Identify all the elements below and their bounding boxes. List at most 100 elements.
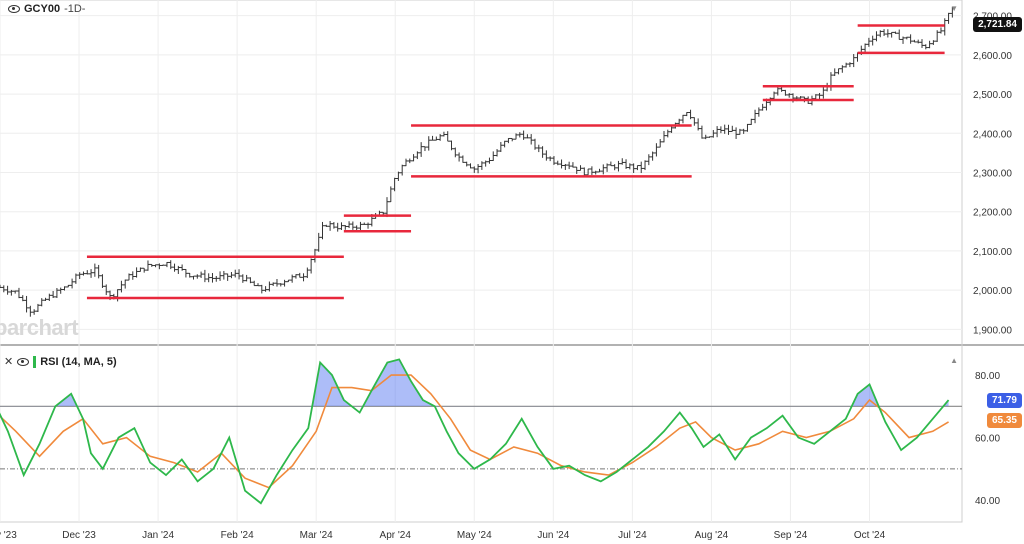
ohlc-bar (601, 164, 606, 175)
ohlc-bar (624, 159, 629, 169)
ohlc-bar (225, 273, 230, 281)
ohlc-bar (574, 166, 579, 174)
ohlc-bar (350, 221, 355, 230)
ohlc-bar (81, 271, 86, 276)
x-tick-label: Aug '24 (695, 530, 729, 541)
ohlc-bar (218, 271, 223, 281)
rsi-label: RSI (14, MA, 5) (40, 355, 117, 368)
pane-collapse-icon[interactable]: ▼ (950, 4, 958, 13)
ohlc-bar (256, 283, 261, 287)
ohlc-bar (127, 273, 132, 281)
ohlc-bar (688, 109, 693, 120)
close-icon[interactable]: ✕ (4, 356, 14, 368)
ohlc-bar (684, 111, 689, 117)
ohlc-bar (161, 264, 166, 266)
ohlc-bar (415, 151, 420, 160)
ohlc-bar (362, 222, 367, 225)
ohlc-bar (407, 158, 412, 164)
ohlc-bar (817, 92, 822, 100)
ohlc-bar (756, 107, 761, 117)
eye-icon[interactable] (17, 357, 30, 366)
ohlc-bar (195, 274, 200, 279)
ohlc-bar (278, 283, 283, 287)
ohlc-bar (479, 161, 484, 170)
ohlc-bar (935, 30, 940, 43)
price-tick-label: 2,300.00 (973, 169, 1012, 180)
rsi-ma-last-tag: 65.35 (986, 413, 1022, 428)
rsi-line (0, 358, 950, 505)
price-tick-label: 2,500.00 (973, 90, 1012, 101)
ohlc-bar (920, 39, 925, 48)
ohlc-bar (187, 272, 192, 278)
ohlc-bar (13, 290, 18, 294)
x-tick-label: Oct '24 (854, 530, 886, 541)
ohlc-bar (244, 274, 249, 282)
ohlc-bar (548, 156, 553, 162)
symbol-label[interactable]: GCY00 (24, 3, 61, 15)
ohlc-bar (813, 94, 818, 100)
ohlc-bar (176, 265, 181, 274)
ohlc-bar (104, 284, 109, 296)
ohlc-bar (164, 261, 169, 268)
ohlc-bar (783, 89, 788, 96)
x-tick-label: Mar '24 (300, 530, 333, 541)
x-tick-label: Feb '24 (221, 530, 254, 541)
price-tick-label: 1,900.00 (973, 325, 1012, 336)
ohlc-bar (578, 165, 583, 171)
ohlc-bar (821, 86, 826, 99)
ohlc-bar (358, 221, 363, 231)
ohlc-bar (388, 186, 393, 203)
rsi-tick-label: 60.00 (975, 434, 1000, 445)
interval-label: -1D- (64, 3, 86, 15)
ohlc-bar (1, 285, 6, 293)
ohlc-bar (665, 129, 670, 138)
ohlc-bar (711, 130, 716, 138)
eye-icon[interactable] (8, 5, 20, 13)
ohlc-bar (718, 126, 723, 134)
ohlc-bar (715, 126, 720, 138)
ohlc-bar (392, 177, 397, 192)
ohlc-bar (430, 135, 435, 141)
ohlc-bar (536, 144, 541, 153)
ohlc-bar (119, 280, 124, 293)
ohlc-bar (426, 136, 431, 151)
pane-collapse-icon[interactable]: ▲ (950, 356, 958, 365)
rsi-pane-header: ✕ RSI (14, MA, 5) (4, 355, 117, 368)
ohlc-bar (259, 284, 264, 294)
ohlc-bar (882, 29, 887, 36)
ohlc-bar (627, 163, 632, 170)
ohlc-bar (521, 130, 526, 140)
ohlc-bar (9, 289, 14, 296)
ohlc-bar (441, 131, 446, 137)
ohlc-bar (692, 117, 697, 126)
ohlc-bar (608, 161, 613, 167)
ohlc-bar (768, 97, 773, 106)
ohlc-bar (263, 286, 268, 292)
ohlc-bar (20, 295, 25, 302)
ohlc-bar (449, 140, 454, 151)
ohlc-bar (324, 224, 329, 227)
rsi-last-tag: 71.79 (986, 393, 1022, 408)
ohlc-bar (901, 36, 906, 44)
x-tick-label: Nov '23 (0, 530, 17, 541)
ohlc-bar (726, 124, 731, 135)
ohlc-bar (544, 150, 549, 161)
ohlc-bar (453, 147, 458, 158)
ohlc-bar (950, 6, 955, 18)
ohlc-bar (540, 146, 545, 158)
ohlc-bar (589, 166, 594, 176)
ohlc-bar (328, 220, 333, 231)
ohlc-bar (730, 125, 735, 132)
ohlc-bar (301, 273, 306, 282)
ohlc-bar (400, 164, 405, 176)
ohlc-bar (483, 160, 488, 167)
ohlc-bar (267, 281, 272, 292)
ohlc-bar (419, 142, 424, 157)
ohlc-bar (582, 167, 587, 177)
ohlc-bar (434, 136, 439, 141)
ohlc-bar (43, 297, 48, 301)
ohlc-bar (347, 221, 352, 229)
ohlc-bar (476, 164, 481, 174)
ohlc-bar (798, 96, 803, 99)
ohlc-bar (403, 158, 408, 167)
